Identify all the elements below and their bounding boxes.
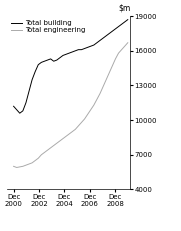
Total engineering [124, 45, 126, 48]
Total engineering [68, 133, 70, 135]
Total engineering [111, 64, 113, 67]
Total building [43, 60, 46, 63]
Total engineering [34, 159, 36, 162]
Total engineering [12, 165, 15, 168]
Total building [74, 49, 76, 52]
Total engineering [59, 140, 61, 142]
Total building [93, 44, 95, 46]
Total building [50, 58, 52, 60]
Total engineering [50, 146, 52, 149]
Total building [117, 25, 120, 28]
Total building [12, 105, 15, 108]
Total building [102, 37, 104, 40]
Total engineering [40, 153, 43, 156]
Total engineering [102, 85, 104, 88]
Total engineering [16, 166, 18, 169]
Total building [90, 45, 92, 48]
Total engineering [96, 98, 98, 101]
Total engineering [127, 41, 129, 44]
Total engineering [121, 48, 123, 51]
Total building [105, 34, 107, 37]
Line: Total engineering: Total engineering [14, 43, 128, 167]
Legend: Total building, Total engineering: Total building, Total engineering [11, 20, 86, 34]
Total engineering [22, 165, 24, 168]
Total building [124, 21, 126, 23]
Total building [47, 59, 49, 61]
Total building [65, 53, 67, 56]
Total engineering [114, 58, 117, 60]
Total engineering [56, 142, 58, 145]
Total engineering [71, 130, 73, 133]
Total engineering [74, 128, 76, 131]
Total engineering [93, 104, 95, 106]
Total engineering [31, 161, 33, 164]
Total engineering [90, 108, 92, 111]
Line: Total building: Total building [14, 20, 128, 113]
Total building [25, 101, 27, 104]
Total building [121, 23, 123, 26]
Total engineering [53, 144, 55, 147]
Total building [31, 78, 33, 81]
Total engineering [19, 165, 21, 168]
Total engineering [43, 151, 46, 154]
Total building [99, 39, 101, 42]
Total building [83, 47, 86, 50]
Total building [111, 30, 113, 33]
Total engineering [83, 118, 86, 120]
Total building [59, 56, 61, 59]
Total building [62, 54, 64, 57]
Total engineering [62, 137, 64, 140]
Total engineering [77, 125, 79, 127]
Total building [68, 52, 70, 55]
Total building [28, 90, 30, 93]
Total building [108, 32, 110, 35]
Total building [19, 112, 21, 115]
Total engineering [25, 164, 27, 167]
Total building [56, 59, 58, 61]
Total engineering [80, 121, 83, 124]
Total engineering [65, 135, 67, 138]
Total engineering [108, 71, 110, 74]
Total building [22, 109, 24, 112]
Total building [53, 60, 55, 63]
Total engineering [117, 52, 120, 55]
Total building [77, 48, 79, 51]
Total engineering [28, 163, 30, 165]
Text: $m: $m [118, 4, 130, 13]
Total building [114, 27, 117, 30]
Total building [16, 108, 18, 111]
Total building [96, 41, 98, 44]
Total building [40, 61, 43, 64]
Total building [80, 48, 83, 51]
Total engineering [87, 113, 89, 116]
Total building [34, 70, 36, 73]
Total engineering [37, 157, 39, 160]
Total building [87, 46, 89, 49]
Total engineering [105, 78, 107, 81]
Total building [71, 51, 73, 53]
Total engineering [47, 149, 49, 152]
Total engineering [99, 92, 101, 95]
Total building [37, 63, 39, 66]
Total building [127, 18, 129, 21]
